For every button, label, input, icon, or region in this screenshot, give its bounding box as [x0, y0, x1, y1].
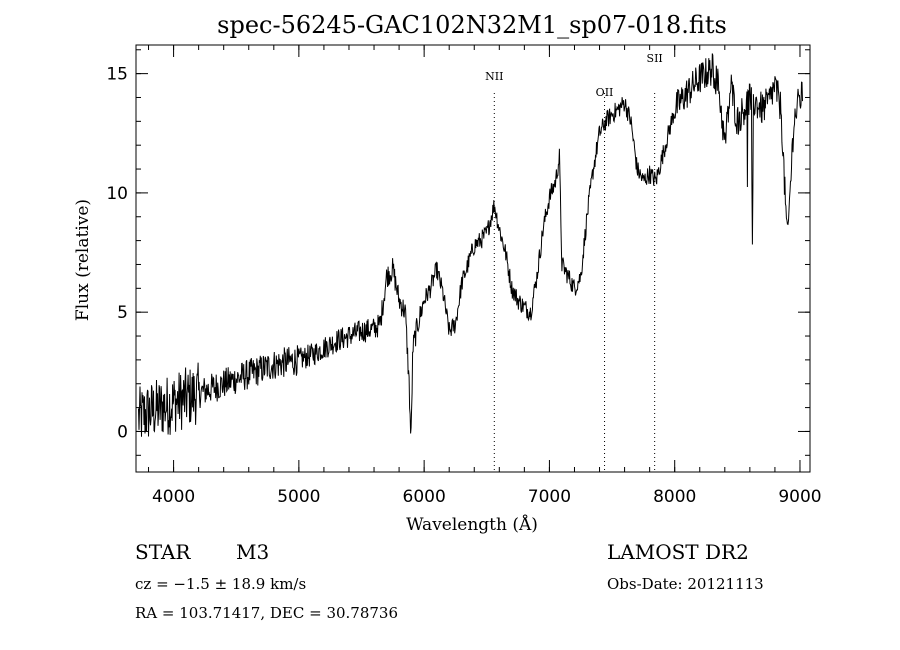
survey-label: LAMOST DR2: [607, 540, 749, 564]
y-tick-label: 0: [117, 422, 128, 442]
marker-label-oii: OII: [596, 86, 614, 99]
plot-frame: [135, 44, 811, 473]
plot-area: 4000 5000 6000 7000 8000 9000 0 5 10 15 NII OII SII: [106, 44, 822, 507]
redshift-velocity-text: cz = −1.5 ± 18.9 km/s: [135, 575, 307, 593]
object-class-label: STAR: [135, 540, 191, 564]
marker-label-sii: SII: [647, 52, 663, 65]
x-tick-label: 5000: [277, 487, 320, 507]
y-tick-label: 5: [117, 303, 128, 323]
marker-label-nii: NII: [485, 70, 503, 83]
spectral-subclass-label: M3: [236, 540, 270, 564]
x-tick-label: 8000: [653, 487, 696, 507]
y-tick-label: 10: [106, 184, 128, 204]
x-tick-label: 6000: [403, 487, 446, 507]
chart-title: spec-56245-GAC102N32M1_sp07-018.fits: [217, 11, 727, 39]
x-tick-label: 7000: [528, 487, 571, 507]
y-tick-label: 15: [106, 65, 128, 85]
coordinates-text: RA = 103.71417, DEC = 30.78736: [135, 604, 399, 622]
x-tick-label: 4000: [152, 487, 195, 507]
y-axis-label: Flux (relative): [73, 199, 93, 321]
spectrum-line: [138, 53, 803, 437]
observation-date-text: Obs-Date: 20121113: [607, 575, 764, 593]
x-axis-label: Wavelength (Å): [406, 514, 538, 535]
x-tick-label: 9000: [778, 487, 821, 507]
